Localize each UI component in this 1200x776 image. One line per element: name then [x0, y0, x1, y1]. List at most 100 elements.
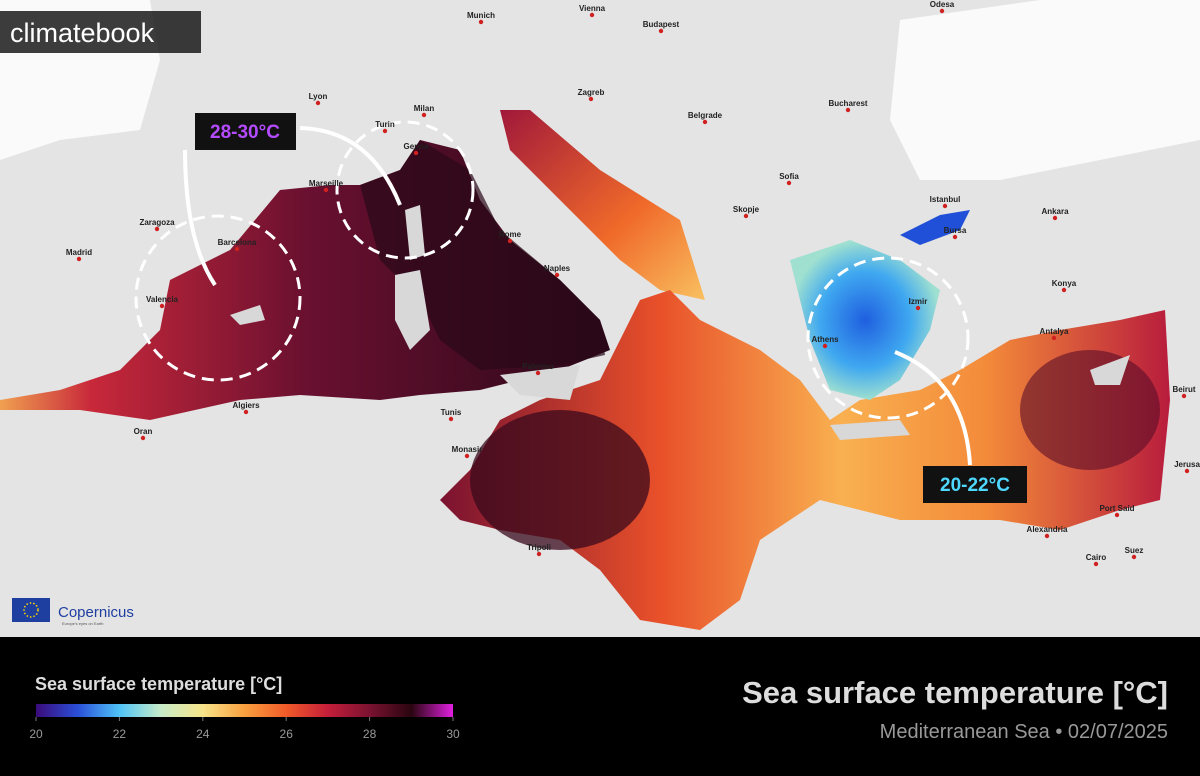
city-dot — [939, 8, 945, 14]
city-label: Skopje — [733, 205, 760, 214]
city-dot — [1061, 287, 1067, 293]
logo-tagline: Europe's eyes on Earth — [62, 621, 103, 626]
city-dot — [507, 238, 513, 244]
legend-title: Sea surface temperature [°C] — [35, 674, 282, 694]
tick-label: 26 — [280, 727, 294, 741]
city-label: Antalya — [1040, 327, 1069, 336]
city-label: Budapest — [643, 20, 680, 29]
callout-circle — [335, 120, 475, 260]
city-dot — [448, 416, 454, 422]
city-label: Zagreb — [578, 88, 605, 97]
city-label: Tunis — [441, 408, 462, 417]
footer: Sea surface temperature [°C] Sea surface… — [29, 674, 1168, 743]
city-label: Lyon — [309, 92, 328, 101]
logo-name: Copernicus — [58, 604, 134, 621]
tick-label: 24 — [196, 727, 210, 741]
annotation-box — [923, 466, 1027, 503]
city-dot — [464, 453, 470, 459]
ionian-dark — [470, 410, 650, 550]
annotation: 20-22°C — [940, 475, 1010, 496]
city-dot — [478, 19, 484, 25]
city-label: Bucharest — [828, 99, 867, 108]
city-label: Naples — [544, 264, 571, 273]
city-label: Belgrade — [688, 111, 723, 120]
city-label: Istanbul — [930, 195, 961, 204]
colorbar — [36, 704, 453, 717]
city-dot — [421, 112, 427, 118]
eu-stars — [23, 602, 39, 618]
crete — [830, 420, 910, 440]
tick-label: 22 — [113, 727, 127, 741]
city-dot — [536, 551, 542, 557]
footer-title: Sea surface temperature [°C] — [742, 675, 1168, 710]
city-dot — [1052, 215, 1058, 221]
city-label: Barcelona — [218, 238, 257, 247]
city-label: Marseille — [309, 179, 344, 188]
city-dot — [1184, 468, 1190, 474]
balearics — [230, 305, 265, 325]
brand: climatebook — [10, 18, 155, 48]
arrow — [183, 149, 217, 287]
footer-subtitle: Mediterranean Sea • 02/07/2025 — [880, 721, 1168, 743]
city-label: Palermo — [522, 362, 554, 371]
marmara — [900, 210, 970, 245]
city-dot — [159, 303, 165, 309]
city-dot — [76, 256, 82, 262]
eastern-basin — [440, 290, 1170, 630]
city-label: Cairo — [1086, 553, 1107, 562]
tick-label: 20 — [29, 727, 43, 741]
city-label: Genoa — [404, 142, 429, 151]
city-dot — [315, 100, 321, 106]
city-label: Oran — [134, 427, 153, 436]
brand-box — [0, 11, 201, 53]
black-sea — [890, 0, 1200, 180]
eu-flag — [12, 598, 50, 622]
city-dot — [915, 305, 921, 311]
tick-label: 30 — [446, 727, 460, 741]
city-dot — [535, 370, 541, 376]
callout-circle — [806, 256, 970, 420]
tyrrhenian — [360, 140, 605, 370]
city-label: Athens — [811, 335, 839, 344]
city-label: Munich — [467, 11, 495, 20]
city-dot — [589, 12, 595, 18]
city-label: Izmir — [909, 297, 928, 306]
annotation-box — [195, 113, 296, 150]
levantine-dark — [1020, 350, 1160, 470]
aegean — [790, 240, 940, 400]
city-label: Bursa — [944, 226, 967, 235]
city-dot — [234, 246, 240, 252]
city-label: Monasir — [452, 445, 483, 454]
city-dot — [743, 213, 749, 219]
city-dot — [702, 119, 708, 125]
city-dot — [243, 409, 249, 415]
city-label: Zaragoza — [139, 218, 175, 227]
city-dot — [1114, 512, 1120, 518]
city-label: Alexandria — [1027, 525, 1068, 534]
city-label: Beirut — [1172, 385, 1195, 394]
city-dot — [140, 435, 146, 441]
city-label: Madrid — [66, 248, 92, 257]
city-dot — [588, 96, 594, 102]
city-label: Odesa — [930, 0, 955, 9]
city-label: Valencia — [146, 295, 179, 304]
city-dot — [1181, 393, 1187, 399]
cyprus — [1090, 355, 1130, 385]
city-dot — [413, 150, 419, 156]
map: climatebook 28-30°C 20-22°C Copernicus E… — [0, 0, 1200, 637]
city-dot — [786, 180, 792, 186]
annotation: 28-30°C — [210, 122, 280, 143]
city-dot — [658, 28, 664, 34]
arrow — [894, 350, 972, 466]
city-label: Konya — [1052, 279, 1077, 288]
adriatic — [500, 110, 705, 300]
city-dot — [1093, 561, 1099, 567]
city-label: Suez — [1125, 546, 1144, 555]
city-dot — [554, 272, 560, 278]
city-label: Tripoli — [527, 543, 551, 552]
tick-label: 28 — [363, 727, 377, 741]
city-dot — [154, 226, 160, 232]
city-label: Jerusa — [1174, 460, 1200, 469]
corsica — [405, 205, 425, 260]
